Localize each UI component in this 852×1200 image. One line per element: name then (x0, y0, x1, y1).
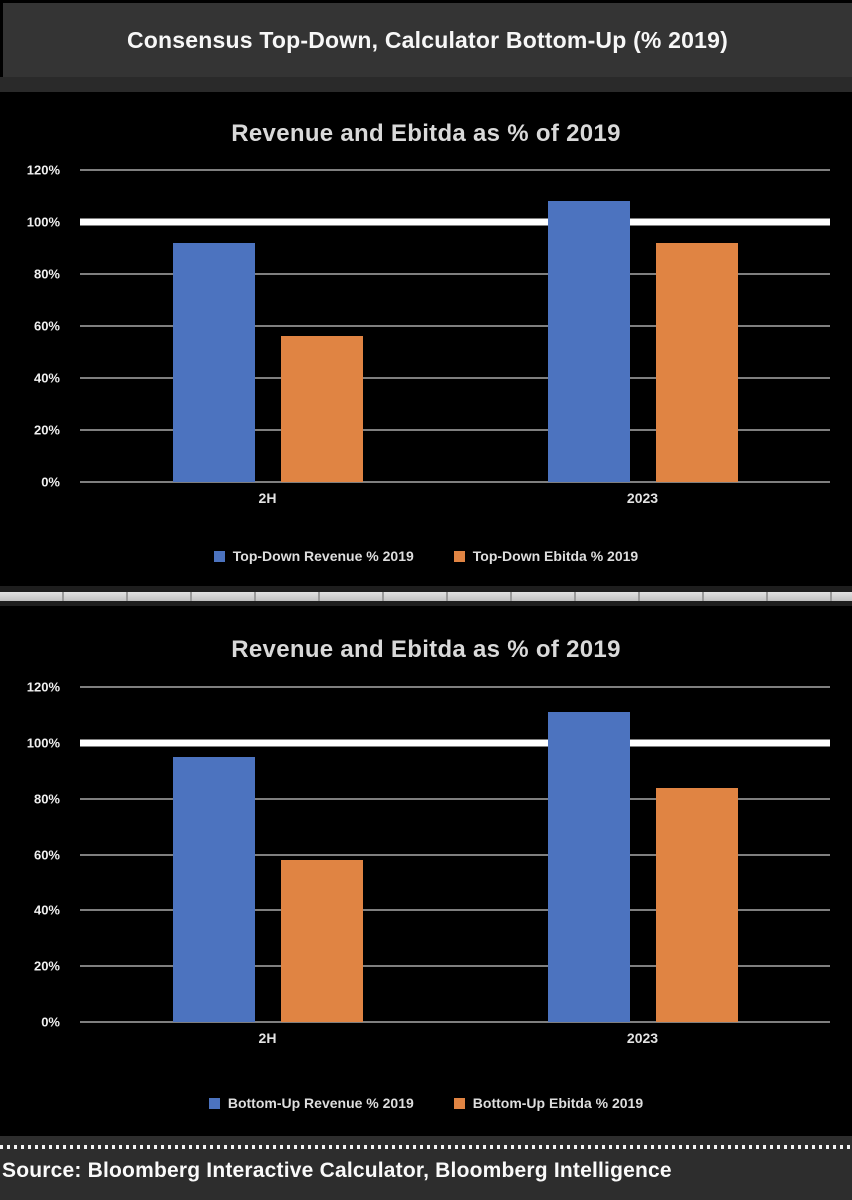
y-tick-label: 40% (33, 370, 60, 386)
top-down-chart-panel: Revenue and Ebitda as % of 2019 0% 20% 40% 6… (0, 92, 852, 586)
source-text: Source: Bloomberg Interactive Calculator… (2, 1159, 672, 1182)
legend-label: Bottom-Up Ebitda % 2019 (472, 1095, 644, 1111)
gridline (80, 909, 830, 912)
chart-title: Revenue and Ebitda as % of 2019 (231, 635, 621, 663)
panel-separator (0, 586, 852, 606)
legend-swatch (208, 1097, 220, 1109)
chart-title-box: Revenue and Ebitda as % of 2019 (0, 606, 852, 687)
y-tick-label: 80% (33, 266, 60, 282)
ebitda-bar (655, 242, 738, 482)
legend-label: Bottom-Up Revenue % 2019 (227, 1095, 414, 1111)
plot-area (80, 686, 830, 1023)
x-category-label: 2H (258, 490, 277, 506)
legend-item: Bottom-Up Ebitda % 2019 (453, 1095, 644, 1111)
y-tick-label: 100% (26, 735, 60, 751)
y-tick-label: 100% (26, 214, 60, 230)
bar-group (80, 170, 455, 482)
y-tick-label: 60% (33, 318, 60, 334)
report-title-bar: Consensus Top-Down, Calculator Bottom-Up… (0, 0, 852, 77)
gridline (80, 377, 830, 379)
gridline (80, 686, 830, 688)
y-tick-label: 20% (33, 958, 60, 974)
legend-item: Top-Down Revenue % 2019 (213, 548, 414, 564)
bottom-up-chart-panel: Revenue and Ebitda as % of 2019 0% 20% 40% 6… (0, 606, 852, 1136)
legend-label: Top-Down Ebitda % 2019 (472, 548, 639, 564)
gridline (80, 853, 830, 856)
legend-item: Bottom-Up Revenue % 2019 (208, 1095, 414, 1111)
gridline (80, 429, 830, 431)
x-category-label: 2H (258, 1030, 277, 1046)
x-axis: 2H 2023 (80, 482, 830, 512)
gridline (80, 481, 830, 483)
revenue-bar (172, 756, 255, 1022)
separator-bar (0, 592, 852, 601)
revenue-bar (172, 242, 255, 482)
gridline (80, 797, 830, 800)
report-title: Consensus Top-Down, Calculator Bottom-Up… (126, 26, 729, 53)
y-axis: 0% 20% 40% 60% 80% 100% 120% (0, 163, 80, 490)
legend: Bottom-Up Revenue % 2019 Bottom-Up Ebitda… (0, 1052, 852, 1111)
y-tick-label: 60% (33, 847, 60, 862)
legend: Top-Down Revenue % 2019 Top-Down Ebitda %… (0, 512, 852, 564)
legend-label: Top-Down Revenue % 2019 (232, 548, 414, 564)
bar-group (455, 170, 830, 482)
y-axis: 0% 20% 40% 60% 80% 100% 120% (0, 680, 80, 1030)
bar-group (455, 687, 830, 1022)
y-tick-label: 40% (33, 902, 60, 918)
legend-swatch (453, 1097, 465, 1109)
plot-row: 0% 20% 40% 60% 80% 100% 120% (0, 680, 852, 1030)
chart-title: Revenue and Ebitda as % of 2019 (231, 120, 621, 147)
dotted-divider (0, 1145, 852, 1149)
plot-area (80, 169, 830, 483)
x-category-label: 2023 (626, 1030, 659, 1046)
plot-row: 0% 20% 40% 60% 80% 100% 120% (0, 163, 852, 490)
ebitda-bar (655, 787, 738, 1022)
bar-group (80, 687, 455, 1022)
x-category-label: 2023 (626, 490, 659, 506)
bar-groups (80, 687, 830, 1022)
y-tick-label: 120% (26, 162, 60, 178)
ebitda-bar (280, 860, 363, 1022)
x-axis: 2H 2023 (80, 1022, 830, 1052)
revenue-bar (547, 712, 630, 1022)
bar-groups (80, 170, 830, 482)
legend-item: Top-Down Ebitda % 2019 (453, 548, 639, 564)
y-tick-label: 0% (41, 474, 60, 490)
source-footer: Source: Bloomberg Interactive Calculator… (0, 1136, 852, 1200)
revenue-bar (547, 201, 630, 482)
ebitda-bar (280, 336, 363, 482)
gridline (80, 273, 830, 275)
y-tick-label: 120% (26, 679, 60, 695)
gridline (80, 965, 830, 968)
legend-swatch (213, 550, 225, 562)
gridline (80, 325, 830, 327)
gridline (80, 169, 830, 171)
y-tick-label: 0% (41, 1014, 60, 1030)
gridline (80, 1021, 830, 1023)
reference-line-100 (80, 739, 830, 747)
legend-swatch (453, 550, 465, 562)
reference-line-100 (80, 218, 830, 226)
chart-title-box: Revenue and Ebitda as % of 2019 (0, 92, 852, 170)
y-tick-label: 80% (33, 791, 60, 807)
y-tick-label: 20% (33, 422, 60, 438)
